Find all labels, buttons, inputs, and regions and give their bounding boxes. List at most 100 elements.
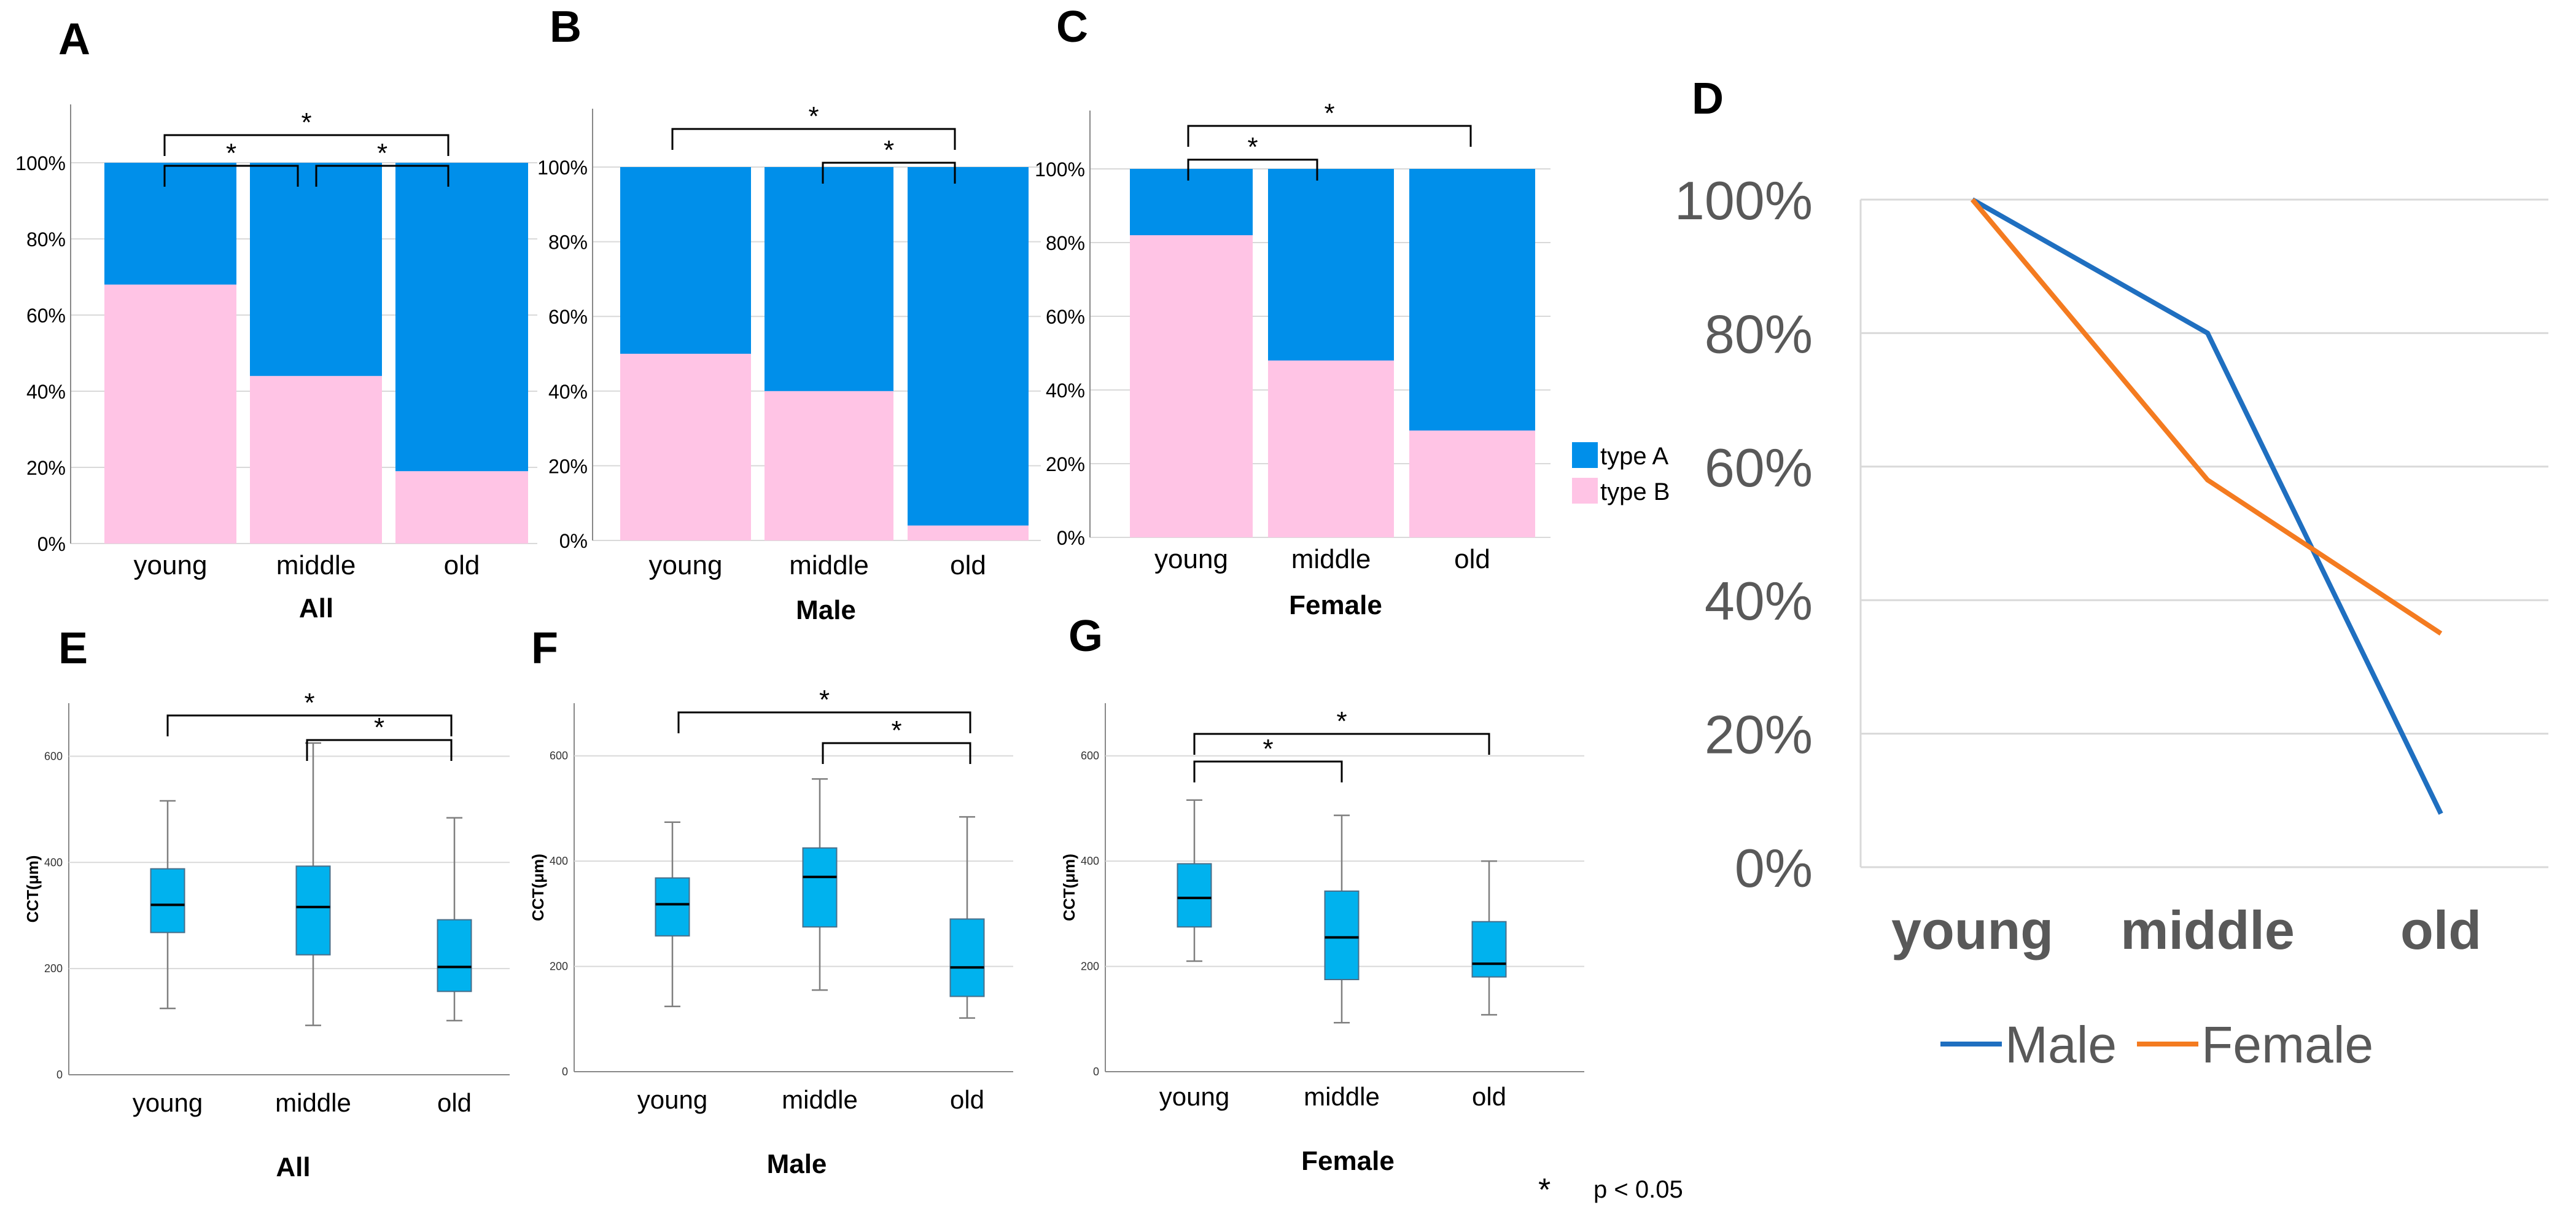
- significance-bracket: [315, 165, 449, 187]
- x-tick-label-young: young: [1891, 900, 2053, 961]
- box-plot-g: 0 200 400 600 CCT(μm) young middle old Female * *: [1060, 703, 1584, 1176]
- bar-type-b-young: [104, 284, 236, 544]
- bar-type-a-old: [908, 167, 1029, 526]
- box-iqr: [655, 877, 690, 937]
- significance-bracket: [822, 162, 956, 184]
- x-tick-label-young: young: [1159, 1082, 1229, 1111]
- legend-swatch-type-a: [1572, 442, 1598, 468]
- legend-label: type B: [1600, 478, 1670, 505]
- y-tick-label: 0%: [37, 533, 66, 555]
- bar-type-a-middle: [1268, 169, 1394, 361]
- significance-star: *: [374, 712, 384, 742]
- box-young: [655, 821, 690, 1007]
- box-young: [150, 800, 185, 1010]
- significance-bracket: [671, 128, 956, 150]
- significance-bracket: [1193, 733, 1490, 755]
- y-tick-label: 100%: [1035, 158, 1085, 181]
- bar-type-b-middle: [250, 376, 382, 544]
- box-iqr: [949, 918, 985, 997]
- panel-label-d: D: [1692, 74, 1724, 123]
- legend: type A type B: [1572, 442, 1670, 505]
- significance-bracket: [163, 165, 299, 187]
- significance-bracket: [1187, 158, 1318, 181]
- bar-type-b-middle: [765, 391, 893, 540]
- x-tick-label-middle: middle: [1304, 1082, 1380, 1111]
- y-tick-label: 400: [550, 855, 568, 867]
- significance-star: *: [1263, 734, 1273, 764]
- y-tick-label: 600: [44, 750, 63, 762]
- bar-type-b-young: [1130, 235, 1253, 537]
- x-tick-label-middle: middle: [1291, 544, 1371, 574]
- x-tick-label-old: old: [950, 550, 986, 580]
- y-tick-label: 60%: [26, 305, 66, 327]
- line-chart-d: 0% 20% 40% 60% 80% 100% young middle old: [1675, 170, 2548, 961]
- y-tick-label: 40%: [1705, 571, 1813, 631]
- significance-bracket: [677, 711, 971, 733]
- bar-type-b-old: [908, 525, 1029, 540]
- significance-bracket: [166, 714, 453, 736]
- significance-star: *: [301, 107, 311, 138]
- significance-note: * p < 0.05: [1538, 1172, 1683, 1208]
- y-tick-label: 200: [1081, 961, 1099, 973]
- box-old: [437, 817, 472, 1022]
- y-tick-label: 40%: [548, 381, 588, 403]
- y-tick-label: 40%: [26, 381, 66, 403]
- x-tick-label-middle: middle: [275, 1088, 351, 1117]
- x-tick-label-old: old: [437, 1088, 472, 1117]
- box-old: [1471, 860, 1507, 1016]
- box-middle: [802, 778, 838, 991]
- significance-note-text: p < 0.05: [1593, 1176, 1683, 1203]
- bar-type-b-middle: [1268, 361, 1394, 537]
- y-tick-label: 0: [56, 1069, 63, 1081]
- x-tick-label-old: old: [950, 1085, 984, 1114]
- y-tick-label: 20%: [548, 455, 588, 477]
- legend-swatch-type-b: [1572, 478, 1598, 504]
- box-old: [949, 816, 985, 1019]
- box-iqr: [295, 865, 331, 956]
- y-tick-label: 400: [1081, 855, 1099, 867]
- y-tick-label: 100%: [15, 152, 66, 174]
- x-tick-label-old: old: [444, 550, 480, 580]
- significance-star: *: [808, 101, 819, 131]
- series-line-male: [1971, 197, 2443, 815]
- x-tick-label-young: young: [134, 550, 208, 580]
- x-tick-label-young: young: [1154, 544, 1228, 574]
- bar-type-b-old: [395, 471, 528, 544]
- y-tick-label: 20%: [1705, 704, 1813, 765]
- x-tick-label-middle: middle: [782, 1085, 858, 1114]
- x-axis-title: Male: [767, 1149, 827, 1179]
- y-tick-label: 100%: [537, 157, 588, 179]
- y-tick-label: 100%: [1675, 170, 1813, 231]
- x-tick-label-young: young: [133, 1088, 203, 1117]
- bar-type-a-middle: [250, 163, 382, 376]
- y-tick-label: 80%: [26, 228, 66, 251]
- box-iqr: [802, 847, 838, 928]
- y-tick-label: 0%: [1057, 527, 1085, 549]
- bar-type-a-young: [620, 167, 751, 354]
- significance-bracket: [822, 742, 971, 764]
- y-tick-label: 600: [1081, 750, 1099, 762]
- significance-star: *: [226, 138, 236, 168]
- significance-star: *: [1336, 706, 1347, 736]
- box-iqr: [437, 919, 472, 992]
- stacked-bar-chart-a: 0% 20% 40% 60% 80% 100% young middle old All * * *: [15, 104, 537, 623]
- box-plot-e: 0 200 400 600 CCT(μm) young middle old All * *: [23, 688, 510, 1182]
- bar-type-a-middle: [765, 167, 893, 391]
- bar-type-a-young: [104, 163, 236, 285]
- y-tick-label: 60%: [1705, 437, 1813, 498]
- x-axis-title: Female: [1301, 1146, 1395, 1176]
- bar-type-b-old: [1409, 431, 1535, 537]
- significance-star: *: [884, 135, 894, 165]
- bar-type-a-old: [1409, 169, 1535, 431]
- legend-label: Male: [2005, 1016, 2117, 1074]
- y-tick-label: 20%: [26, 457, 66, 479]
- box-middle: [1324, 814, 1360, 1024]
- x-axis-title: Female: [1289, 590, 1382, 620]
- x-tick-label-old: old: [2400, 900, 2481, 961]
- box-iqr: [150, 868, 185, 933]
- bar-type-a-young: [1130, 169, 1253, 235]
- significance-bracket: [1187, 125, 1472, 147]
- panel-label-e: E: [58, 624, 88, 673]
- y-tick-label: 0: [1093, 1066, 1099, 1078]
- legend: Male Female: [1940, 1016, 2373, 1074]
